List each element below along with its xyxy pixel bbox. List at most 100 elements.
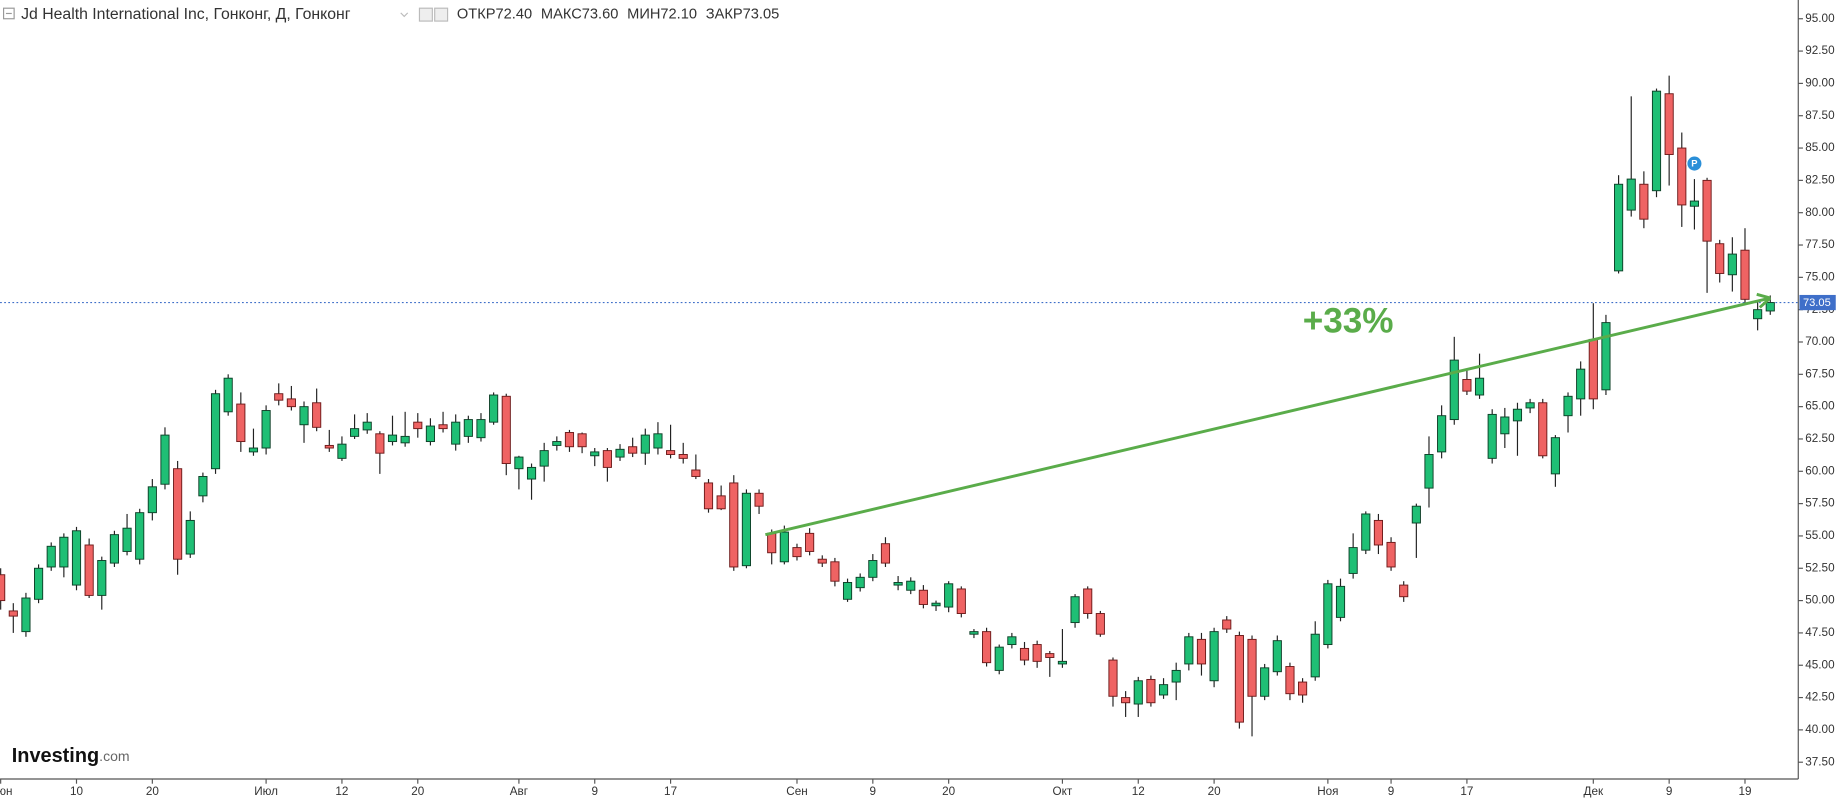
candle-body	[1323, 583, 1333, 646]
candle-body	[767, 532, 777, 554]
candle-body	[46, 545, 56, 568]
candle-body	[8, 610, 18, 617]
candle-body	[198, 475, 208, 497]
candle-body	[1601, 322, 1611, 391]
candle-body	[34, 567, 44, 600]
ohlc-label: МИН	[627, 7, 660, 23]
y-tick-label: 45.00	[1805, 658, 1835, 671]
candle-body	[1525, 402, 1535, 409]
y-tick-label: 60.00	[1805, 464, 1835, 477]
candle-body	[210, 393, 221, 470]
candle-body	[84, 544, 94, 596]
candle-body	[476, 419, 486, 439]
candle-body	[147, 486, 157, 514]
y-tick-label: 52.50	[1805, 561, 1835, 574]
candle-body	[1070, 596, 1080, 624]
toolbar-icon[interactable]	[418, 7, 433, 22]
x-tick-label: Дек	[1584, 785, 1604, 798]
candle-body	[1310, 633, 1320, 678]
candle-body	[1576, 368, 1586, 400]
candle-body	[855, 576, 865, 589]
candle-body	[805, 532, 815, 552]
candle-body	[1209, 631, 1219, 682]
candle-body	[628, 446, 638, 454]
x-tick-label: 9	[870, 785, 877, 798]
candle-body	[1411, 505, 1421, 524]
candle-body	[1614, 183, 1624, 272]
candle-body	[1702, 179, 1712, 242]
candle-body	[299, 406, 309, 426]
x-tick-label: 9	[1388, 785, 1395, 798]
candle-body	[185, 519, 195, 555]
candle-body	[0, 574, 6, 602]
candle-body	[1563, 395, 1573, 417]
y-tick-label: 80.00	[1805, 206, 1835, 219]
candle-body	[526, 466, 537, 480]
candle-body	[173, 468, 183, 560]
candle-body	[1095, 613, 1105, 635]
candle-body	[842, 582, 853, 600]
candle-body	[1740, 249, 1750, 300]
candle-body	[109, 534, 119, 564]
x-tick-label: 17	[664, 785, 677, 798]
x-tick-label: 19	[1738, 785, 1751, 798]
y-tick-label: 40.00	[1805, 723, 1835, 736]
candle-body	[501, 395, 511, 465]
candle-body	[160, 434, 170, 485]
toolbar-icon[interactable]	[434, 7, 449, 22]
candle-body	[918, 589, 928, 605]
y-tick-label: 92.50	[1805, 44, 1835, 57]
candle-body	[1373, 519, 1383, 546]
candle-body	[1171, 669, 1181, 683]
candle-body	[1689, 200, 1699, 207]
candle-body	[463, 419, 473, 437]
x-tick-label: 20	[1208, 785, 1222, 798]
candle-body	[71, 530, 82, 586]
dropdown-arrow[interactable]	[400, 12, 409, 18]
y-tick-label: 77.50	[1805, 238, 1835, 251]
candle-body	[1007, 636, 1017, 646]
candle-body	[312, 402, 322, 428]
candle-body	[590, 451, 600, 457]
x-tick-label: Сен	[786, 785, 807, 798]
y-tick-label: 75.00	[1805, 270, 1835, 283]
candle-body	[1335, 585, 1346, 618]
y-tick-label: 90.00	[1805, 76, 1835, 89]
candle-body	[666, 450, 676, 455]
y-tick-label: 95.00	[1805, 12, 1835, 25]
branding-name: Investing	[12, 745, 99, 767]
candle-body	[1234, 635, 1244, 723]
candle-body	[1361, 513, 1371, 551]
candle-body	[1184, 636, 1194, 665]
candle-body	[59, 536, 69, 568]
x-tick-label: Окт	[1053, 785, 1073, 798]
candle-body	[387, 434, 398, 443]
candle-body	[1550, 437, 1560, 475]
ohlc-label: МАКС	[541, 7, 582, 23]
chart-title: Jd Health International Inc, Гонконг, Д,…	[21, 6, 351, 23]
collapse-icon[interactable]	[3, 7, 15, 20]
candle-body	[489, 394, 499, 423]
candle-body	[539, 450, 549, 467]
candle-body	[413, 421, 423, 430]
candle-body	[1677, 147, 1687, 206]
candle-body	[982, 631, 992, 664]
candle-body	[425, 425, 435, 443]
candle-body	[1045, 653, 1055, 658]
candle-body	[1727, 253, 1737, 276]
candle-body	[1386, 541, 1396, 568]
candle-body	[400, 435, 410, 444]
candle-body	[451, 421, 461, 445]
candle-body	[1285, 666, 1295, 695]
candle-body	[362, 421, 372, 431]
candle-body	[1247, 638, 1257, 697]
event-marker	[1686, 155, 1703, 172]
candle-body	[135, 512, 145, 560]
candle-body	[21, 597, 31, 633]
candle-body	[375, 433, 385, 454]
y-tick-label: 47.50	[1805, 626, 1835, 639]
candle-body	[122, 527, 132, 552]
candle-body	[1462, 379, 1472, 392]
